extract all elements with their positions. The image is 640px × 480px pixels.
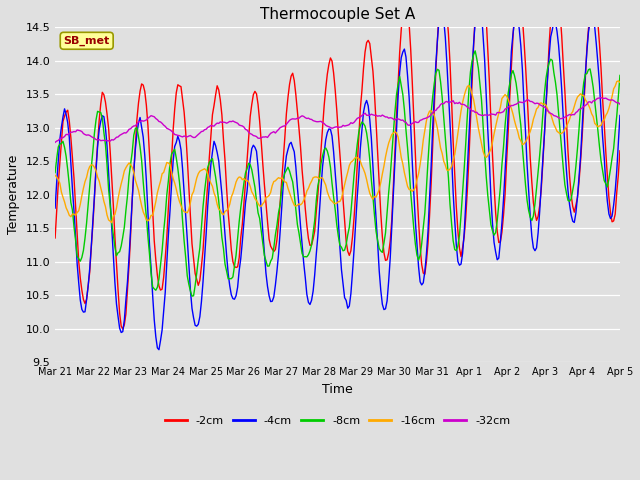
- -2cm: [300, 185, 308, 191]
- -16cm: [108, 220, 116, 226]
- -4cm: [250, 143, 257, 148]
- -16cm: [122, 165, 130, 170]
- -4cm: [240, 220, 248, 226]
- -32cm: [584, 99, 592, 105]
- -16cm: [300, 197, 308, 203]
- Title: Thermocouple Set A: Thermocouple Set A: [260, 7, 415, 22]
- -32cm: [248, 132, 255, 137]
- Line: -16cm: -16cm: [55, 81, 620, 223]
- -2cm: [122, 311, 130, 317]
- -8cm: [51, 170, 59, 176]
- -2cm: [588, 0, 595, 2]
- -16cm: [586, 106, 594, 111]
- -8cm: [588, 74, 595, 80]
- -16cm: [221, 208, 229, 214]
- -4cm: [300, 260, 308, 266]
- -8cm: [300, 254, 308, 260]
- -4cm: [155, 347, 163, 353]
- -32cm: [51, 140, 59, 145]
- -8cm: [221, 261, 229, 267]
- -32cm: [120, 130, 128, 136]
- -8cm: [250, 175, 257, 181]
- -16cm: [51, 172, 59, 178]
- -32cm: [298, 113, 306, 119]
- Text: SB_met: SB_met: [63, 36, 110, 46]
- -4cm: [221, 232, 229, 238]
- X-axis label: Time: Time: [322, 383, 353, 396]
- -2cm: [250, 92, 257, 97]
- Line: -2cm: -2cm: [55, 0, 620, 329]
- -32cm: [220, 119, 227, 125]
- -4cm: [616, 113, 624, 119]
- -16cm: [616, 80, 624, 85]
- Line: -32cm: -32cm: [55, 97, 620, 143]
- Legend: -2cm, -4cm, -8cm, -16cm, -32cm: -2cm, -4cm, -8cm, -16cm, -32cm: [160, 411, 515, 430]
- -8cm: [120, 224, 128, 230]
- -2cm: [240, 201, 248, 206]
- -2cm: [616, 148, 624, 154]
- -32cm: [616, 101, 624, 107]
- -8cm: [240, 180, 248, 186]
- Line: -4cm: -4cm: [55, 0, 620, 350]
- -4cm: [588, 17, 595, 23]
- -2cm: [221, 157, 229, 163]
- -8cm: [188, 293, 196, 299]
- -32cm: [239, 123, 246, 129]
- -4cm: [120, 317, 128, 323]
- Line: -8cm: -8cm: [55, 51, 620, 296]
- -16cm: [250, 192, 257, 197]
- -32cm: [597, 95, 605, 100]
- -2cm: [119, 326, 127, 332]
- -2cm: [51, 235, 59, 241]
- -16cm: [614, 78, 622, 84]
- Y-axis label: Temperature: Temperature: [7, 155, 20, 234]
- -8cm: [471, 48, 479, 54]
- -16cm: [240, 176, 248, 181]
- -4cm: [51, 205, 59, 211]
- -8cm: [616, 72, 624, 78]
